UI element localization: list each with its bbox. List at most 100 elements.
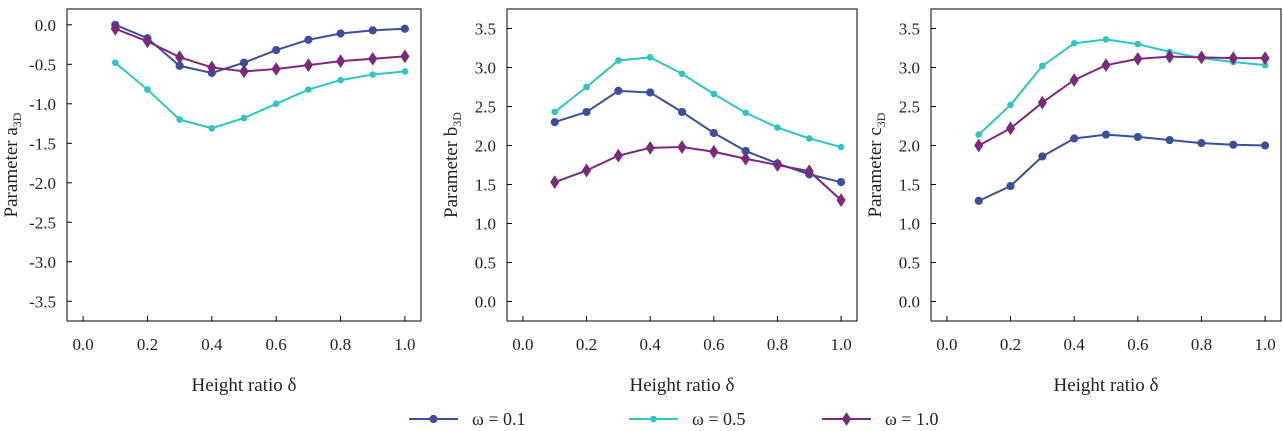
series-line (978, 38, 1266, 136)
data-point (1133, 52, 1143, 66)
data-point (239, 64, 249, 79)
y-tick-label: 1.0 (899, 215, 920, 234)
data-point (974, 196, 983, 205)
data-point (304, 35, 313, 44)
y-axis-label-subscript: 3D (450, 112, 464, 127)
data-point (1101, 58, 1111, 73)
series-3 (974, 49, 1270, 153)
data-point (176, 116, 183, 123)
data-point (742, 109, 749, 117)
legend-label: ω = 0.1 (472, 409, 526, 429)
plot-frame (66, 8, 422, 322)
y-tick-label: -1.5 (29, 134, 56, 153)
x-axis-label: Height ratio δ (630, 375, 735, 396)
data-point (1134, 40, 1142, 48)
data-point (1038, 152, 1047, 161)
x-tick-label: 1.0 (830, 335, 851, 354)
y-tick-label: 0.0 (35, 16, 56, 35)
data-point (646, 88, 655, 97)
y-tick-label: 0.0 (475, 293, 496, 312)
series-line (114, 23, 405, 75)
data-point (677, 140, 687, 154)
series-3 (550, 140, 846, 208)
plot-frame (506, 8, 858, 322)
data-point (400, 24, 410, 33)
data-point (1229, 140, 1238, 149)
data-point (710, 90, 718, 98)
data-point (208, 124, 216, 132)
y-axis-label: Parameter b3D (441, 112, 464, 218)
legend: ω = 0.1 ω = 0.5 ω = 1.0 (409, 409, 939, 429)
x-tick-label: 0.6 (266, 335, 287, 354)
data-point (709, 128, 718, 138)
legend-label: ω = 0.5 (692, 409, 746, 429)
data-point (709, 144, 719, 159)
x-tick-label: 0.8 (330, 335, 351, 354)
y-tick-label: -3.0 (29, 253, 56, 272)
y-tick-label: 1.5 (899, 176, 920, 195)
legend-item-1: ω = 0.1 (409, 409, 526, 429)
data-point (550, 175, 560, 190)
y-tick-label: 0.5 (899, 254, 920, 273)
series-1 (974, 130, 1270, 205)
data-point (1165, 135, 1174, 145)
x-tick-label: 0.6 (1127, 335, 1148, 354)
panel-3: 0.0 0.2 0.4 0.6 0.8 1.0 0.0 0.5 1.0 1.5 2.0 2.5 3.0 3… (865, 8, 1282, 396)
data-point (111, 59, 119, 67)
y-tick-label: 3.5 (475, 20, 496, 39)
series-3 (110, 21, 410, 79)
data-point (772, 158, 783, 172)
data-point (1006, 181, 1015, 191)
y-axis-label: Parameter a3D (1, 112, 24, 217)
data-point (975, 131, 983, 138)
data-point (175, 50, 185, 65)
panel-1: 0.0 0.2 0.4 0.6 0.8 1.0 0.0 -0.5 -1.0 -1.5 -2.0 -2.… (1, 8, 422, 396)
data-point (1039, 62, 1046, 70)
y-tick-label: 1.0 (475, 215, 496, 234)
x-tick-label: 0.0 (512, 335, 533, 354)
series-2 (111, 59, 409, 132)
y-tick-label: 2.5 (475, 98, 496, 117)
x-tick-label: 0.2 (576, 335, 597, 354)
panel-2: 0.0 0.2 0.4 0.6 0.8 1.0 0.0 0.5 1.0 1.5 2.0 2.5 3.0 3… (441, 8, 858, 396)
data-point (836, 193, 846, 208)
x-tick-label: 0.0 (936, 335, 957, 354)
series-2 (551, 54, 845, 151)
data-point (774, 124, 781, 131)
data-point (581, 163, 592, 178)
data-point (1196, 50, 1207, 65)
data-point (583, 83, 590, 91)
y-tick-label: 2.5 (899, 98, 920, 117)
data-point (1069, 73, 1079, 87)
data-point (614, 86, 623, 96)
data-point (582, 107, 591, 117)
data-point (613, 148, 623, 163)
data-point (1197, 139, 1206, 148)
data-point (1070, 40, 1078, 47)
data-point (1102, 36, 1110, 43)
data-point (1228, 51, 1238, 66)
y-tick-label: -3.5 (29, 292, 56, 311)
y-tick-label: 0.5 (475, 254, 496, 273)
data-point (837, 143, 845, 151)
data-point (1165, 49, 1175, 64)
data-point (337, 76, 344, 84)
series-line (978, 55, 1266, 147)
x-tick-label: 0.4 (1064, 335, 1086, 354)
x-tick-label: 1.0 (394, 335, 415, 354)
y-tick-label: 3.0 (899, 59, 920, 78)
x-tick-label: 0.8 (1191, 335, 1212, 354)
data-point (1260, 51, 1270, 66)
y-tick-label: 0.0 (899, 293, 920, 312)
data-point (678, 70, 686, 78)
legend-item-3: ω = 1.0 (822, 409, 939, 429)
data-point (110, 21, 120, 36)
data-point (368, 26, 377, 35)
x-tick-label: 0.8 (767, 335, 788, 354)
data-point (305, 86, 312, 93)
data-point (741, 151, 751, 166)
data-point (805, 135, 813, 142)
data-point (271, 62, 281, 76)
data-point (207, 60, 217, 75)
